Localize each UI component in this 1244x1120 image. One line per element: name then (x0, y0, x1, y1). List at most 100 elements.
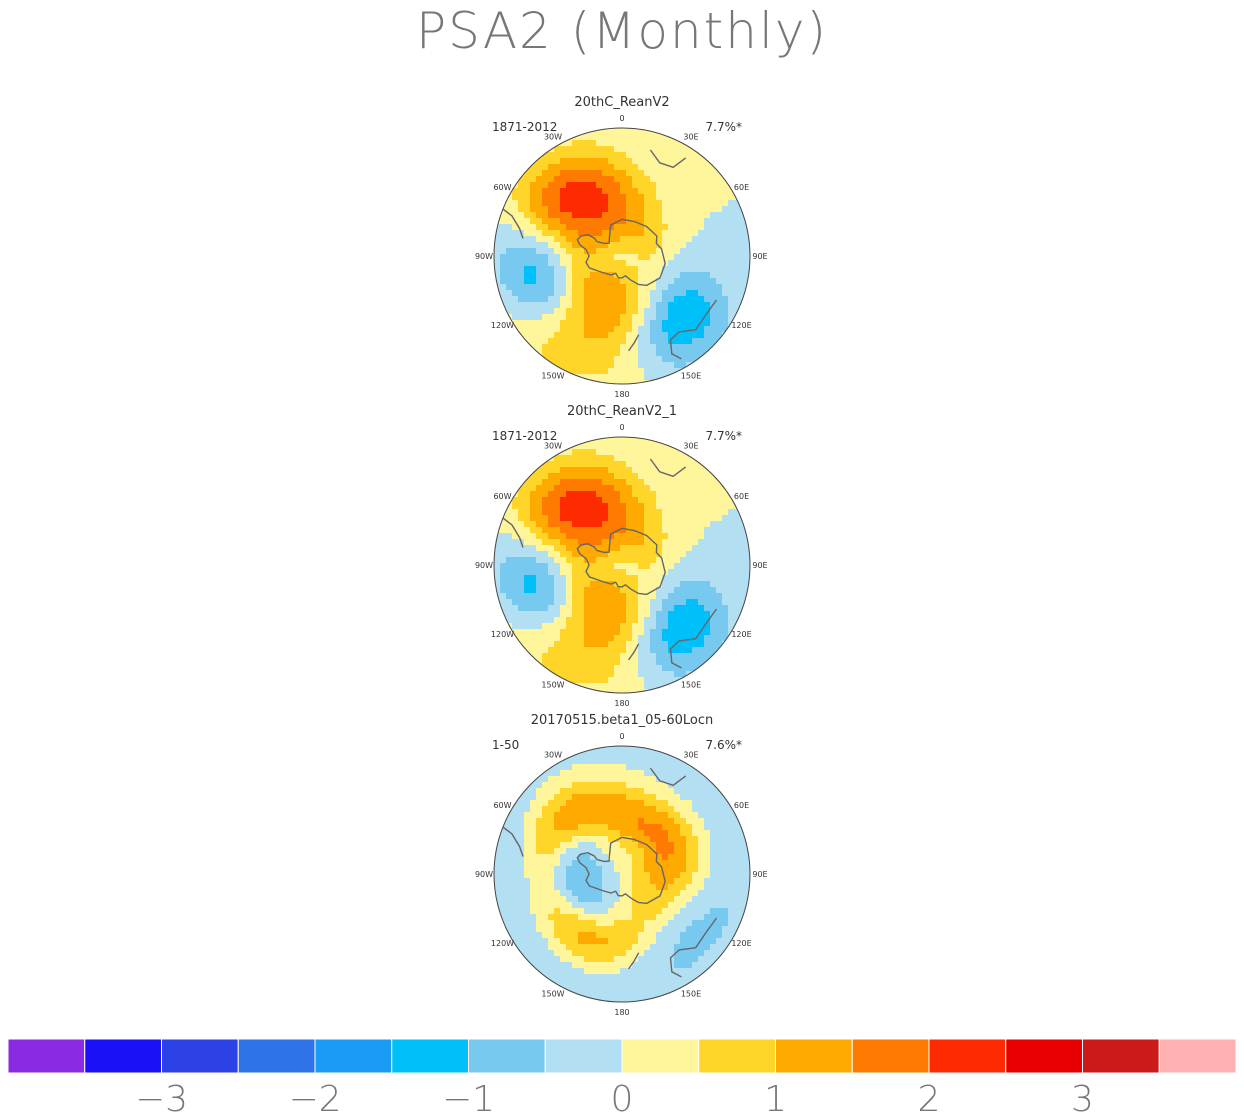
field-cell (638, 998, 645, 1002)
field-cell (614, 188, 621, 195)
field-cell (596, 308, 603, 315)
field-cell (536, 224, 543, 231)
field-cell (656, 218, 663, 225)
field-cell (650, 338, 657, 345)
field-cell (602, 491, 609, 498)
field-cell (536, 776, 543, 783)
field-cell (584, 980, 591, 987)
field-cell (614, 242, 621, 249)
field-cell (584, 170, 591, 177)
field-cell (740, 230, 747, 237)
field-cell (692, 860, 699, 867)
field-cell (596, 368, 603, 375)
field-cell (584, 344, 591, 351)
field-cell (548, 158, 555, 165)
field-cell (638, 266, 645, 273)
field-cell (662, 587, 669, 594)
field-cell (710, 296, 717, 303)
field-cell (548, 782, 555, 789)
field-cell (614, 776, 621, 783)
field-cell (536, 539, 543, 546)
field-cell (644, 770, 651, 777)
field-cell (608, 932, 615, 939)
field-cell (650, 860, 657, 867)
field-cell (572, 332, 579, 339)
field-cell (620, 380, 627, 384)
field-cell (680, 497, 687, 504)
field-cell (650, 986, 657, 993)
field-cell (590, 806, 597, 813)
field-cell (560, 266, 567, 273)
field-cell (500, 830, 507, 837)
field-cell (662, 671, 669, 678)
field-cell (668, 908, 675, 915)
field-cell (602, 848, 609, 855)
field-cell (710, 212, 717, 219)
field-cell (710, 605, 717, 612)
field-cell (584, 665, 591, 672)
field-cell (548, 653, 555, 660)
field-cell (692, 788, 699, 795)
field-cell (566, 830, 573, 837)
field-cell (656, 278, 663, 285)
field-cell (536, 302, 543, 309)
field-cell (620, 200, 627, 207)
field-cell (620, 770, 627, 777)
field-cell (710, 848, 717, 855)
field-cell (584, 836, 591, 843)
field-cell (704, 647, 711, 654)
field-cell (530, 254, 537, 261)
field-cell (548, 521, 555, 528)
field-cell (578, 368, 585, 375)
field-cell (722, 605, 729, 612)
field-cell (704, 890, 711, 897)
field-cell (650, 752, 657, 759)
field-cell (740, 527, 747, 534)
field-cell (548, 356, 555, 363)
field-cell (608, 539, 615, 546)
field-cell (536, 557, 543, 564)
field-cell (578, 212, 585, 219)
field-cell (638, 200, 645, 207)
field-cell (560, 938, 567, 945)
field-cell (584, 926, 591, 933)
field-cell (614, 782, 621, 789)
field-cell (524, 272, 531, 279)
field-cell (554, 593, 561, 600)
field-cell (614, 683, 621, 690)
field-cell (722, 587, 729, 594)
field-cell (590, 968, 597, 975)
field-cell (554, 962, 561, 969)
field-cell (722, 611, 729, 618)
field-cell (614, 362, 621, 369)
field-cell (662, 551, 669, 558)
field-cell (668, 986, 675, 993)
field-cell (710, 290, 717, 297)
field-cell (650, 545, 657, 552)
field-cell (638, 974, 645, 981)
field-cell (674, 824, 681, 831)
field-cell (500, 812, 507, 819)
field-cell (674, 908, 681, 915)
field-cell (614, 374, 621, 381)
field-cell (566, 884, 573, 891)
field-cell (704, 569, 711, 576)
field-cell (590, 641, 597, 648)
field-cell (668, 212, 675, 219)
field-cell (644, 806, 651, 813)
field-cell (602, 230, 609, 237)
field-cell (722, 830, 729, 837)
field-cell (572, 575, 579, 582)
field-cell (542, 152, 549, 159)
field-cell (698, 551, 705, 558)
field-cell (638, 362, 645, 369)
field-cell (680, 503, 687, 510)
field-cell (578, 152, 585, 159)
field-cell (626, 860, 633, 867)
field-cell (698, 314, 705, 321)
field-cell (710, 962, 717, 969)
field-cell (698, 659, 705, 666)
field-cell (668, 830, 675, 837)
field-cell (548, 914, 555, 921)
field-cell (728, 599, 735, 606)
